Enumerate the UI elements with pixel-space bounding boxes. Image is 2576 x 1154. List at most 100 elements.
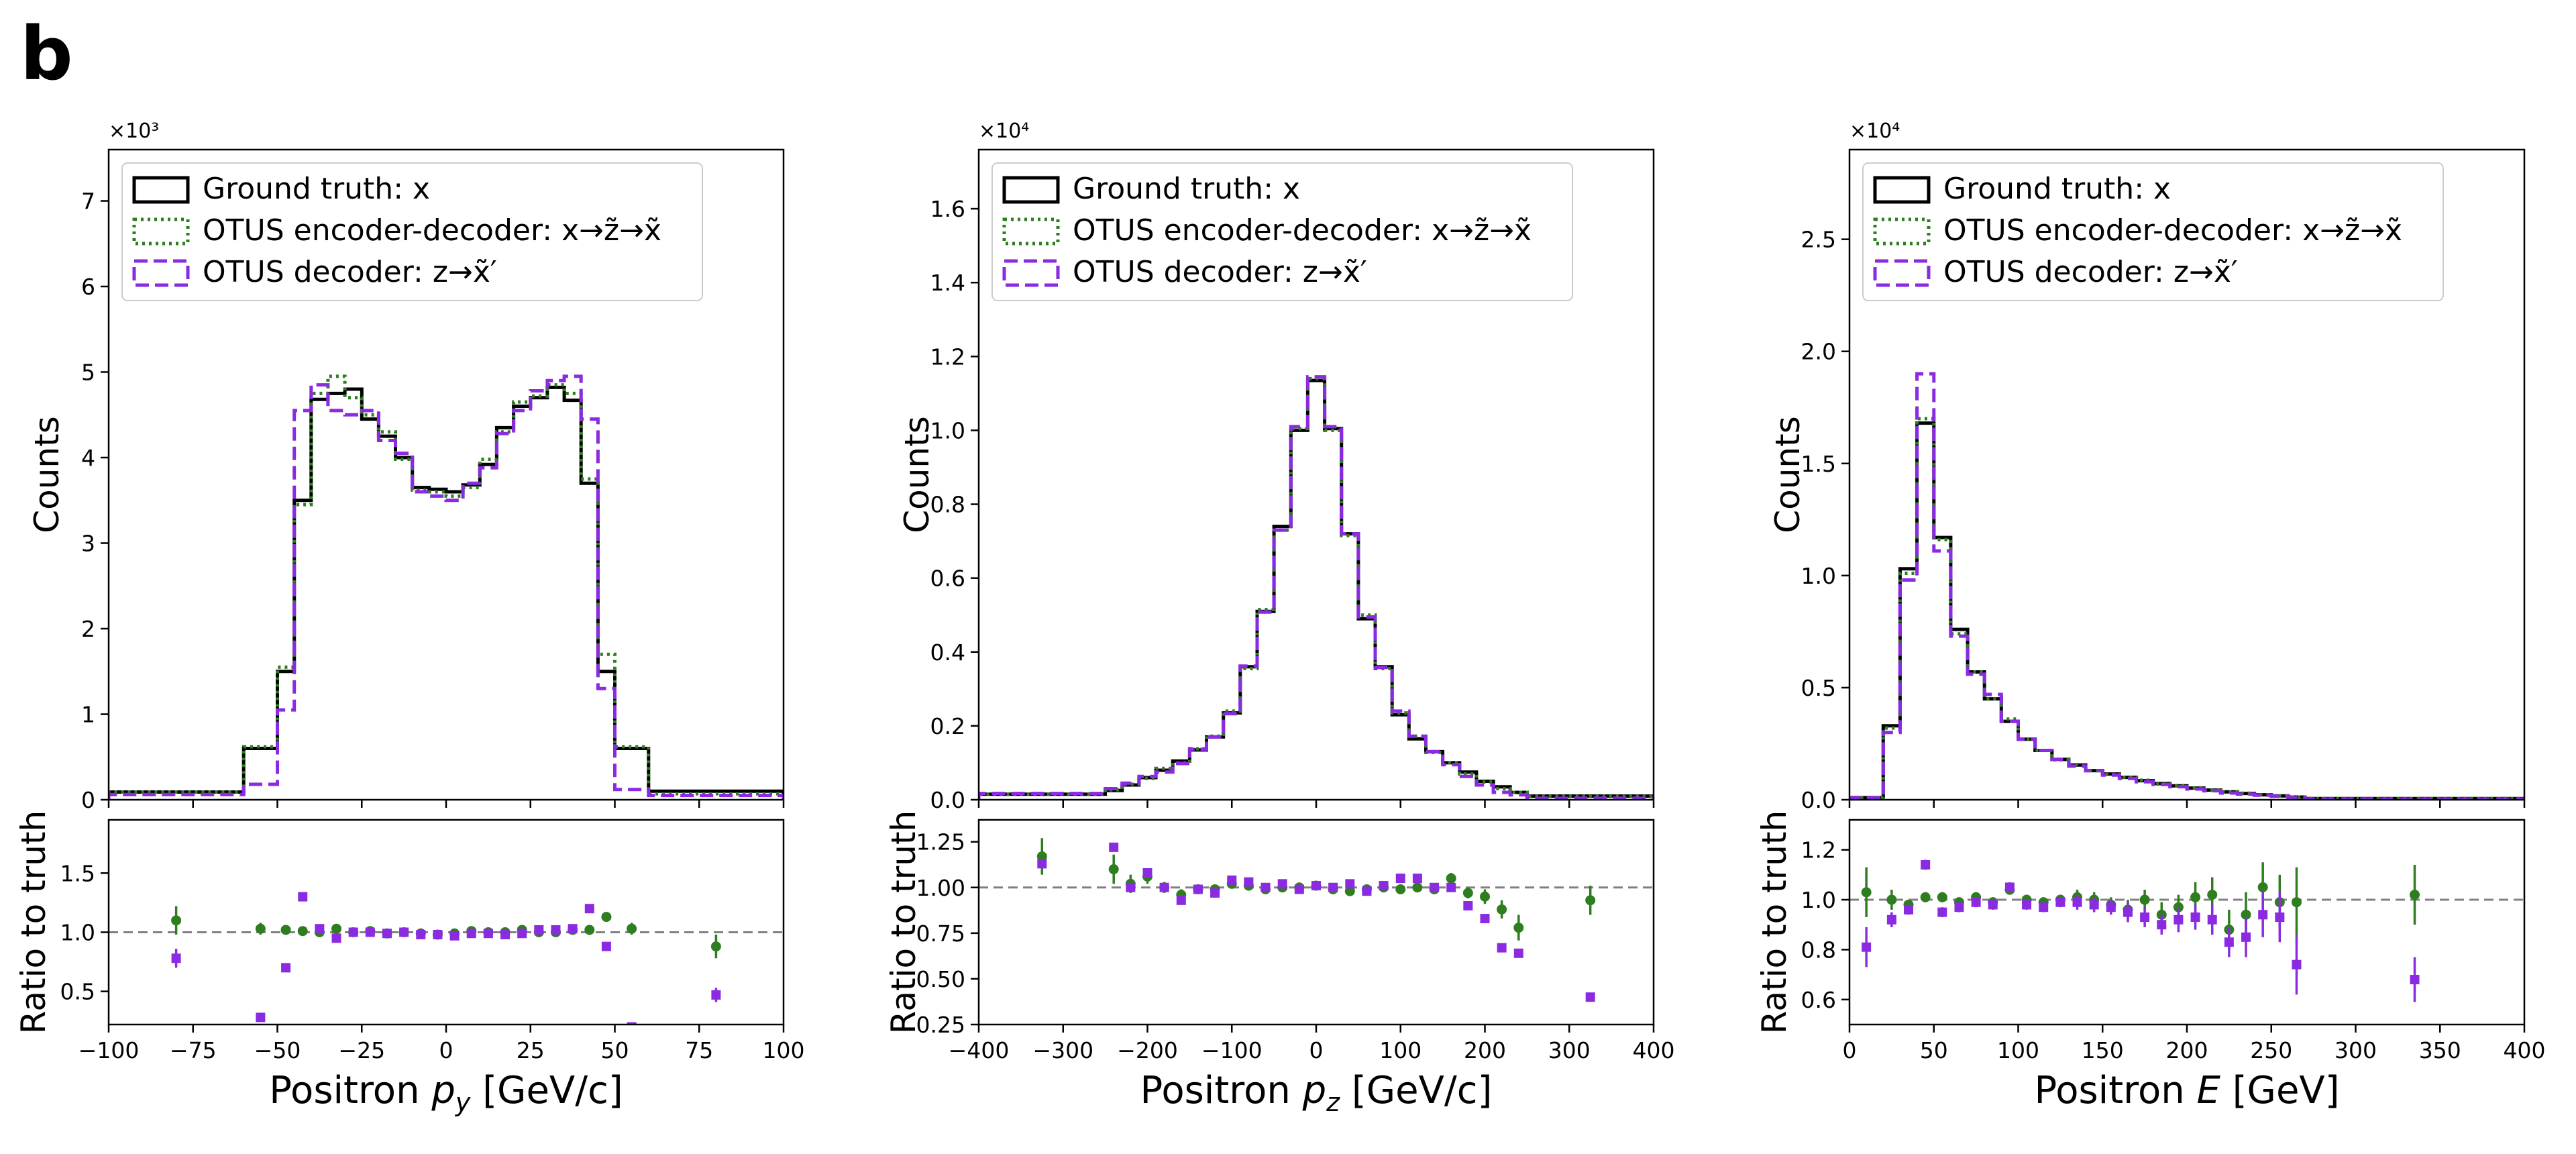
ratio-point-dec bbox=[1345, 879, 1355, 889]
histogram-dec bbox=[1849, 372, 2524, 800]
x-tick-label: −100 bbox=[78, 1037, 140, 1063]
x-axis-label: Positron E [GeV] bbox=[2034, 1069, 2339, 1112]
ratio-point-encdec bbox=[2241, 909, 2251, 920]
chart-1: 0 1 2 3 4 5 6 7 ×10³ Counts Ground truth: x OTUS en… bbox=[14, 119, 805, 1117]
ratio-y-tick-label: 0.75 bbox=[916, 921, 965, 947]
ratio-point-dec bbox=[382, 929, 392, 939]
x-tick-label: 75 bbox=[685, 1037, 713, 1063]
ratio-point-encdec bbox=[627, 923, 637, 934]
ratio-y-tick-label: 1.0 bbox=[60, 919, 95, 945]
ratio-point-dec bbox=[1886, 914, 1896, 925]
axis-multiplier: ×10³ bbox=[109, 119, 159, 143]
ratio-point-dec bbox=[2140, 912, 2150, 923]
y-tick-label: 0.6 bbox=[930, 566, 965, 592]
legend-swatch-dec bbox=[132, 259, 190, 287]
y-tick-label: 0.0 bbox=[1801, 787, 1836, 813]
histogram-dec bbox=[979, 375, 1654, 800]
ratio-point-encdec bbox=[2291, 897, 2302, 908]
legend-label-truth: Ground truth: x bbox=[1073, 172, 1300, 206]
legend-label-encdec: OTUS encoder-decoder: x→z̃→x̃ bbox=[1073, 213, 1532, 248]
ratio-point-dec bbox=[1921, 859, 1931, 870]
x-tick-label: 400 bbox=[1633, 1037, 1675, 1063]
ratio-point-encdec bbox=[1920, 892, 1931, 902]
ratio-point-encdec bbox=[1412, 882, 1423, 893]
x-tick-label: 50 bbox=[601, 1037, 629, 1063]
histogram-encdec bbox=[979, 376, 1654, 800]
y-tick-label: 1.0 bbox=[1801, 563, 1836, 589]
legend-label-dec: OTUS decoder: z→x̃′ bbox=[203, 255, 497, 289]
ratio-point-dec bbox=[1362, 886, 1372, 896]
x-tick-label: −400 bbox=[949, 1037, 1010, 1063]
ratio-point-dec bbox=[2022, 900, 2032, 910]
y-tick-label: 1.2 bbox=[930, 344, 965, 370]
ratio-y-tick-label: 0.6 bbox=[1801, 987, 1836, 1013]
ratio-point-dec bbox=[1159, 882, 1169, 892]
ratio-point-dec bbox=[348, 927, 358, 937]
ratio-point-dec bbox=[1480, 914, 1490, 924]
ratio-point-encdec bbox=[2257, 882, 2268, 892]
ratio-point-dec bbox=[399, 927, 409, 937]
ratio-point-dec bbox=[1210, 888, 1220, 898]
x-tick-label: 350 bbox=[2419, 1037, 2461, 1063]
ratio-point-encdec bbox=[2139, 894, 2150, 905]
axis-multiplier: ×10⁴ bbox=[979, 119, 1029, 143]
ratio-point-dec bbox=[1988, 900, 1998, 910]
x-tick-label: −75 bbox=[170, 1037, 217, 1063]
ratio-point-dec bbox=[1446, 882, 1456, 892]
ratio-y-tick-label: 1.2 bbox=[1801, 837, 1836, 863]
y-axis-label: Counts bbox=[898, 416, 936, 533]
ratio-point-encdec bbox=[1108, 864, 1119, 875]
ratio-point-dec bbox=[2004, 882, 2015, 892]
legend-swatch-dec bbox=[1002, 259, 1060, 287]
x-tick-label: 0 bbox=[439, 1037, 453, 1063]
x-axis-label: Positron pz [GeV/c] bbox=[1140, 1069, 1493, 1117]
x-tick-label: −25 bbox=[338, 1037, 385, 1063]
legend-label-truth: Ground truth: x bbox=[203, 172, 430, 206]
ratio-point-dec bbox=[1142, 868, 1152, 878]
ratio-point-dec bbox=[256, 1012, 266, 1022]
ratio-point-dec bbox=[2123, 907, 2133, 917]
y-tick-label: 0.2 bbox=[930, 713, 965, 739]
ratio-point-encdec bbox=[255, 923, 266, 934]
ratio-point-dec bbox=[2039, 902, 2049, 912]
ratio-plot-frame bbox=[977, 819, 1655, 1026]
y-tick-label: 1.0 bbox=[930, 417, 965, 443]
ratio-points-group bbox=[171, 892, 721, 1025]
ratio-point-dec bbox=[2072, 897, 2082, 907]
y-tick-label: 4 bbox=[81, 445, 95, 471]
ratio-point-dec bbox=[534, 925, 544, 935]
x-tick-label: 25 bbox=[517, 1037, 545, 1063]
histogram-encdec bbox=[109, 374, 784, 800]
ratio-point-encdec bbox=[1585, 895, 1596, 906]
y-axis-label: Counts bbox=[1768, 416, 1807, 533]
x-tick-label: 300 bbox=[1548, 1037, 1591, 1063]
y-axis-label: Counts bbox=[28, 416, 66, 533]
x-tick-label: 50 bbox=[1920, 1037, 1948, 1063]
legend-swatch-truth bbox=[132, 176, 190, 204]
ratio-point-dec bbox=[1328, 882, 1338, 892]
ratio-point-dec bbox=[2207, 914, 2217, 925]
ratio-point-encdec bbox=[1480, 891, 1490, 902]
x-tick-label: −50 bbox=[254, 1037, 301, 1063]
legend: Ground truth: x OTUS encoder-decoder: x→z… bbox=[1862, 162, 2444, 301]
ratio-point-dec bbox=[627, 1022, 637, 1025]
x-tick-label: −200 bbox=[1117, 1037, 1178, 1063]
ratio-point-dec bbox=[298, 892, 308, 902]
ratio-point-dec bbox=[449, 931, 460, 941]
ratio-point-dec bbox=[2241, 932, 2251, 942]
legend: Ground truth: x OTUS encoder-decoder: x→z… bbox=[121, 162, 703, 301]
histogram-series-group bbox=[1849, 372, 2524, 800]
x-tick-label: 400 bbox=[2504, 1037, 2546, 1063]
ratio-point-dec bbox=[517, 929, 527, 939]
legend-box bbox=[1862, 162, 2444, 301]
legend-label-dec: OTUS decoder: z→x̃′ bbox=[1073, 255, 1367, 289]
chart-3: 0.0 0.5 1.0 1.5 2.0 2.5 ×10⁴ Counts Ground truth… bbox=[1755, 119, 2546, 1112]
histogram-series-group bbox=[109, 374, 784, 800]
ratio-point-dec bbox=[1244, 877, 1254, 887]
ratio-point-dec bbox=[1311, 881, 1321, 891]
histogram-dec bbox=[109, 374, 784, 800]
ratio-point-encdec bbox=[1344, 886, 1355, 896]
ratio-point-dec bbox=[1109, 842, 1119, 852]
ratio-point-dec bbox=[433, 930, 443, 940]
ratio-point-dec bbox=[2089, 900, 2099, 910]
